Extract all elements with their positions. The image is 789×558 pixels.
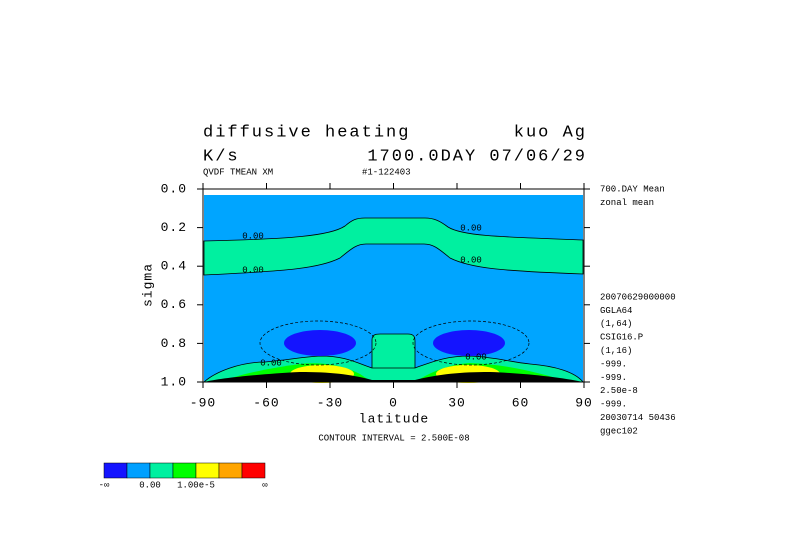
info-line: -999. [600, 373, 627, 383]
fill-darkblue [284, 330, 356, 356]
x-tick-label: 0 [389, 395, 398, 410]
title: diffusive heating [203, 123, 410, 142]
info-line: -999. [600, 400, 627, 410]
info-line: (1,16) [600, 346, 632, 356]
colorbar-swatch [149, 462, 174, 479]
x-tick-label: 60 [512, 395, 530, 410]
contour-label: 0.00 [260, 358, 282, 368]
y-axis-label: sigma [140, 263, 155, 307]
title-right: kuo Ag [514, 123, 587, 142]
info-line: GGLA64 [600, 306, 632, 316]
fill-black [204, 372, 583, 382]
colorbar-swatch [195, 462, 220, 479]
contour-label: 0.00 [465, 352, 487, 362]
y-tick-label: 0.8 [161, 336, 187, 351]
x-axis-label: latitude [359, 411, 429, 426]
x-tick-label: 90 [575, 395, 593, 410]
colorbar-swatch [218, 462, 243, 479]
x-tick-label: 30 [448, 395, 466, 410]
contour-label: 0.00 [242, 231, 264, 241]
info-line: 700.DAY Mean [600, 184, 665, 194]
fill-darkblue [433, 330, 505, 356]
y-tick-label: 0.0 [161, 181, 187, 196]
colorbar-swatch [172, 462, 197, 479]
contour-field [202, 188, 585, 383]
colorbar-label: 1.00e-5 [177, 480, 215, 490]
info-line: ggec102 [600, 426, 638, 436]
info-line: CSIG16.P [600, 333, 643, 343]
y-tick-label: 0.4 [161, 259, 187, 274]
colorbar-label: 0.00 [139, 480, 161, 490]
info-line: (1,64) [600, 319, 632, 329]
footer: CONTOUR INTERVAL = 2.500E-08 [318, 433, 469, 443]
colorbar-label: ∞ [262, 480, 268, 490]
variable-note: QVDF TMEAN XM [203, 167, 273, 177]
x-tick-label: -60 [253, 395, 279, 410]
info-line: -999. [600, 359, 627, 369]
y-tick-label: 0.6 [161, 297, 187, 312]
y-tick-label: 1.0 [161, 374, 187, 389]
x-tick-label: -90 [190, 395, 216, 410]
info-line: 20070629000000 [600, 292, 676, 302]
info-line: 2.50e-8 [600, 386, 638, 396]
info-line: zonal mean [600, 198, 654, 208]
contour-label: 0.00 [460, 255, 482, 265]
x-tick-label: -30 [317, 395, 343, 410]
colorbar-label: -∞ [99, 480, 110, 490]
colorbar-swatch [241, 462, 266, 479]
subtitle-right: 1700.0DAY 07/06/29 [367, 147, 587, 166]
colorbar-swatch [126, 462, 151, 479]
contour-label: 0.00 [242, 265, 264, 275]
contour-dashed [259, 320, 377, 366]
run-note: #1-122403 [362, 167, 411, 177]
colorbar-swatch [103, 462, 128, 479]
subtitle: K/s [203, 147, 240, 166]
contour-label: 0.00 [460, 223, 482, 233]
y-tick-label: 0.2 [161, 220, 187, 235]
fill-band [203, 217, 584, 276]
contour-dashed [412, 320, 530, 366]
info-line: 20030714 50436 [600, 413, 676, 423]
